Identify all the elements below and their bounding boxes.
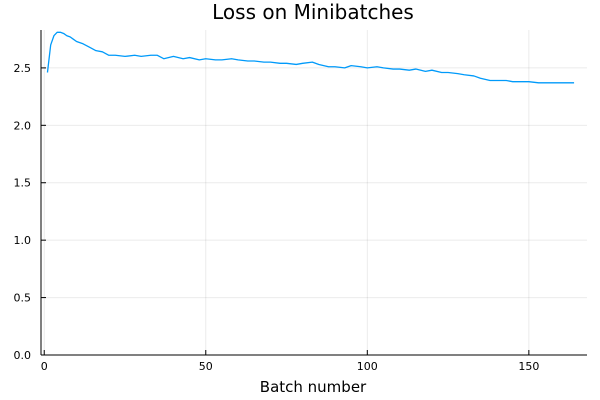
y-tick-label-1: 0.5 bbox=[14, 292, 32, 305]
tick-layer: 0 50 100 150 0.0 0.5 1.0 1.5 2.0 2.5 bbox=[14, 62, 540, 373]
y-tick-label-4: 2.0 bbox=[14, 119, 32, 132]
y-tick-label-2: 1.0 bbox=[14, 234, 32, 247]
y-tick-label-3: 1.5 bbox=[14, 177, 32, 190]
x-tick-label-0: 0 bbox=[41, 360, 48, 373]
y-tick-label-0: 0.0 bbox=[14, 349, 32, 362]
y-tick-label-5: 2.5 bbox=[14, 62, 32, 75]
x-tick-label-3: 150 bbox=[518, 360, 539, 373]
x-axis-label: Batch number bbox=[260, 378, 367, 396]
chart-title: Loss on Minibatches bbox=[212, 0, 414, 24]
x-tick-label-1: 50 bbox=[199, 360, 213, 373]
series-line-0 bbox=[46, 31, 575, 84]
grid-layer bbox=[41, 30, 587, 356]
x-tick-label-2: 100 bbox=[357, 360, 378, 373]
axis-layer bbox=[40, 30, 587, 356]
series-layer bbox=[46, 31, 575, 84]
